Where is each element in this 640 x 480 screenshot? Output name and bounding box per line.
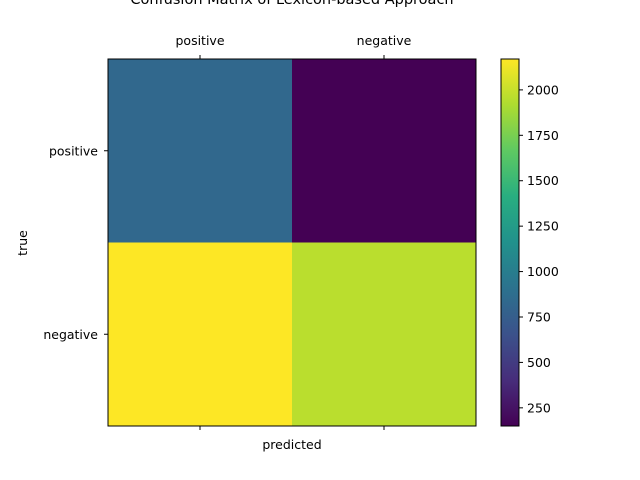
colorbar-tick-label: 2000 <box>527 82 559 97</box>
colorbar-tick-label: 250 <box>527 400 551 415</box>
heatmap-cells <box>108 59 476 426</box>
colorbar-tick-label: 1000 <box>527 264 559 279</box>
y-tick-label: negative <box>43 327 98 342</box>
x-ticks: positive negative <box>175 33 412 430</box>
colorbar-tick-label: 1500 <box>527 173 559 188</box>
y-axis-label: true <box>15 230 30 256</box>
heatmap-cell-0-0 <box>108 59 292 243</box>
x-axis-label: predicted <box>262 437 321 452</box>
plot-frame <box>107 58 477 427</box>
chart-title: Confusion Matrix of Lexicon-based Approa… <box>130 0 453 8</box>
colorbar-tick-label: 1250 <box>527 219 559 234</box>
colorbar <box>500 58 520 427</box>
heatmap-cell-1-1 <box>292 242 476 426</box>
colorbar-tick-label: 1750 <box>527 128 559 143</box>
heatmap-cell-0-1 <box>292 59 476 243</box>
heatmap-cell-1-0 <box>108 242 292 426</box>
x-tick-label: negative <box>357 33 412 48</box>
y-tick-label: positive <box>49 143 98 158</box>
y-ticks: positive negative <box>43 143 108 342</box>
colorbar-tick-label: 500 <box>527 355 551 370</box>
colorbar-tick-label: 750 <box>527 309 551 324</box>
colorbar-ticks: 250 500 750 1000 1250 1500 1750 2000 <box>519 82 559 415</box>
x-tick-label: positive <box>175 33 224 48</box>
